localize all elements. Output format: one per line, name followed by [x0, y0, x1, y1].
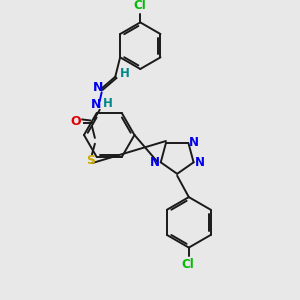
Text: H: H [103, 98, 112, 110]
Text: N: N [93, 81, 103, 94]
Text: O: O [70, 115, 81, 128]
Text: N: N [189, 136, 199, 149]
Text: S: S [86, 154, 95, 167]
Text: N: N [150, 156, 160, 169]
Text: N: N [91, 98, 101, 111]
Text: H: H [120, 67, 130, 80]
Text: N: N [194, 156, 204, 169]
Text: Cl: Cl [182, 258, 194, 271]
Text: Cl: Cl [133, 0, 146, 12]
